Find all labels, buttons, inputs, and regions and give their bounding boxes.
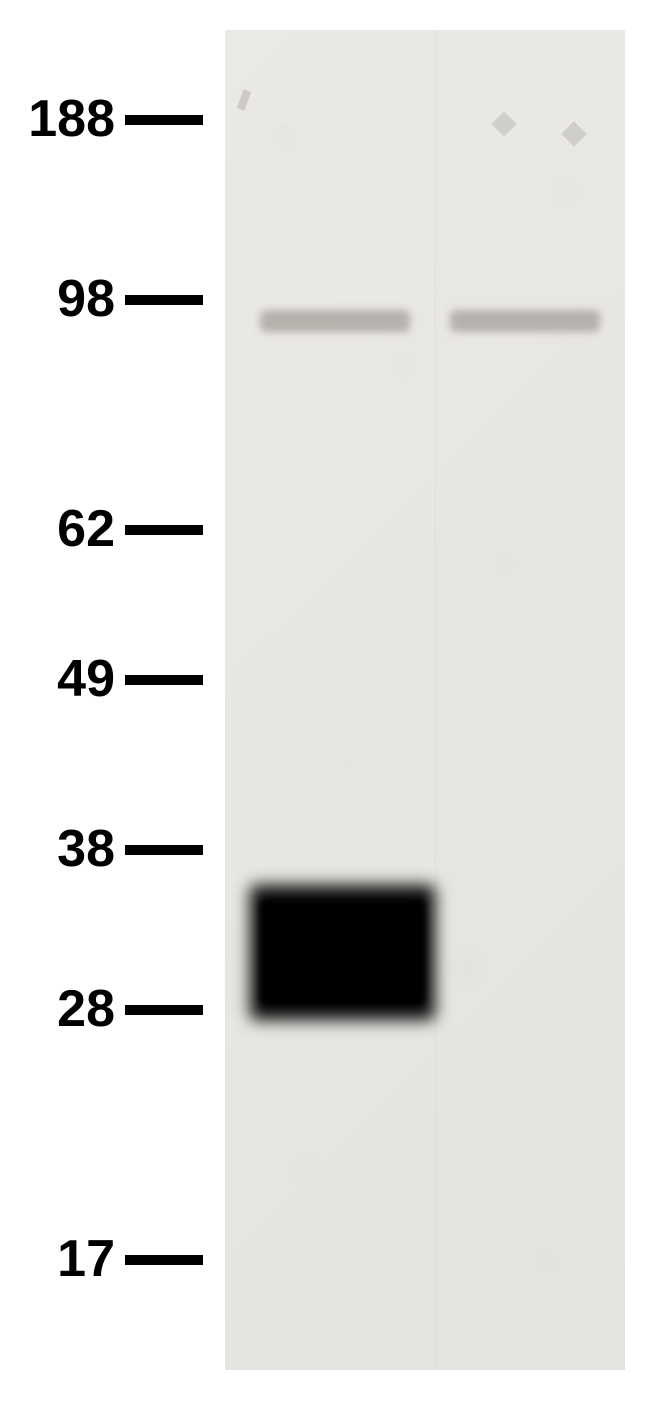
band-faint_band_lane2_98kDa [450, 310, 600, 332]
marker-label-49: 49 [15, 649, 115, 709]
marker-label-98: 98 [15, 269, 115, 329]
marker-label-62: 62 [15, 499, 115, 559]
marker-label-38: 38 [15, 819, 115, 879]
marker-tick-49 [125, 675, 203, 685]
marker-tick-38 [125, 845, 203, 855]
band-major_band_core_lane1 [260, 900, 425, 1005]
marker-label-188: 188 [15, 89, 115, 149]
band-faint_band_lane1_98kDa [260, 310, 410, 332]
marker-label-28: 28 [15, 979, 115, 1039]
blot-membrane [225, 30, 625, 1370]
marker-tick-188 [125, 115, 203, 125]
marker-tick-98 [125, 295, 203, 305]
western-blot-figure: 188 98 62 49 38 28 17 [0, 0, 650, 1410]
marker-tick-17 [125, 1255, 203, 1265]
blot-noise [225, 30, 625, 1370]
lane-divider [435, 30, 436, 1370]
marker-tick-28 [125, 1005, 203, 1015]
marker-tick-62 [125, 525, 203, 535]
marker-label-17: 17 [15, 1229, 115, 1289]
